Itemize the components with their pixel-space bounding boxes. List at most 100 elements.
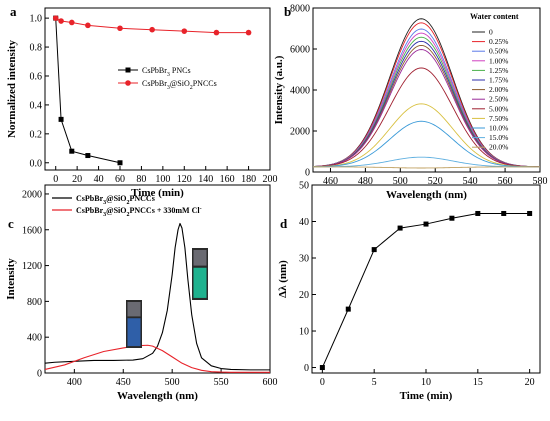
data-point [117,25,123,32]
spectrum-line-1 [44,344,270,373]
y-tick-label: 0.8 [30,43,43,54]
y-tick-label: 0 [304,363,309,374]
y-axis-label: Normalized intensity [6,39,18,138]
data-point [85,153,91,159]
legend-title: Water content [470,12,519,21]
y-tick-label: 4000 [290,86,310,97]
plot-frame [44,184,271,374]
x-tick-label: 0 [320,377,325,388]
data-point [58,116,64,122]
x-tick-label: 550 [214,377,229,388]
legend-text-span: PNCCs [129,194,154,203]
x-tick-label: 160 [220,174,235,185]
legend-text-span: PNCs [170,66,191,75]
x-tick-label: 40 [94,174,104,185]
x-tick-label: 520 [428,176,443,187]
plot-frame [44,7,271,171]
spectrum-line-0 [44,222,270,371]
y-tick-label: 30 [299,254,309,265]
legend-label: 1.75% [489,76,508,85]
legend-text-span: CsPbBr [142,79,167,88]
vial-photo-green [192,248,208,300]
legend-text-span: 3 [167,72,170,78]
vial-cap [193,250,207,266]
legend-label: 5.00% [489,104,508,113]
legend-text-span: CsPbBr [76,194,104,203]
data-point [475,210,481,216]
legend-text-span: 3 [103,212,106,218]
y-tick-label: 400 [27,333,42,344]
legend-label: 1.00% [489,56,508,65]
x-tick-label: 400 [67,377,82,388]
legend-label: 20.0% [489,143,508,152]
panel-d-chart: 0 5 10 15 20 0 10 20 30 40 50 Time (min) Δλ (nm) [277,181,541,402]
x-tick-label: 140 [198,174,213,185]
data-point [527,210,533,216]
y-tick-label: 10 [299,327,309,338]
data-point [371,247,377,253]
y-tick-label: 50 [299,181,309,192]
x-tick-label: 600 [263,377,278,388]
y-tick-label: 0.0 [30,158,43,169]
x-tick-label: 560 [498,176,513,187]
panel-letter-a: a [10,4,17,19]
x-tick-label: 20 [525,377,535,388]
vial-liquid [193,267,207,298]
y-tick-label: 0 [305,168,310,179]
legend-text-span: 2 [190,85,193,91]
x-tick-label: 80 [136,174,146,185]
x-tick-label: 5 [372,377,377,388]
legend-text-span: @ [106,194,114,203]
legend-text-span: SiO [114,206,127,215]
y-tick-label: 1.0 [30,14,43,25]
x-tick-label: 500 [393,176,408,187]
legend-text-span: 2 [126,212,129,218]
y-tick-label: 1600 [22,225,42,236]
y-axis-label: Intensity (a.u.) [273,55,285,124]
data-point [181,28,188,34]
series-line-0 [321,212,530,368]
legend-text-span: @ [170,79,177,88]
y-tick-label: 6000 [290,45,310,56]
y-axis-label: Intensity [5,258,17,300]
legend-text-span: Cl [192,206,201,215]
y-tick-label: 2000 [22,189,42,200]
legend-label: 0.50% [489,47,508,56]
x-tick-label: 10 [421,377,431,388]
legend-text-span: CsPbBr [76,206,104,215]
x-tick-label: 180 [241,174,256,185]
legend-text-span: SiO [177,79,190,88]
x-tick-label: 20 [72,174,82,185]
legend-marker [125,80,131,86]
legend-text-span: CsPbBr [142,66,167,75]
vial-photo-blue [126,300,142,348]
spectrum-line-10 [313,120,540,168]
data-point [319,365,325,371]
panel-letter-b: b [284,4,291,19]
vial-cap [127,302,141,317]
data-point [501,210,507,216]
data-point [449,215,455,221]
x-tick-label: 460 [323,176,338,187]
spectrum-line-8 [313,67,540,168]
legend-text-span: SiO [114,194,127,203]
legend-label: 1.25% [489,66,508,75]
x-tick-label: 100 [155,174,170,185]
data-point [85,22,91,29]
legend-text-span: PNCCs + 330mM [129,206,191,215]
x-tick-label: 500 [165,377,180,388]
y-tick-label: 0.6 [30,71,43,82]
x-axis-label: Time (min) [400,390,453,402]
x-tick-label: 480 [358,176,373,187]
panel-a-chart: 0 20 40 60 80 100 120 140 160 180 200 0.0 0.2 0.4 0.6 0… [6,7,278,199]
x-axis-label: Wavelength (nm) [386,189,467,201]
spectrum-line-9 [313,103,540,168]
series-line-0 [55,18,121,164]
x-tick-label: 0 [53,174,58,185]
legend-label: CsPbBr3@SiO2PNCCs [76,194,155,206]
x-tick-label: 120 [177,174,192,185]
legend-text-span: 3 [103,200,106,206]
x-tick-label: 580 [533,176,548,187]
panel-letter-d: d [280,216,288,231]
